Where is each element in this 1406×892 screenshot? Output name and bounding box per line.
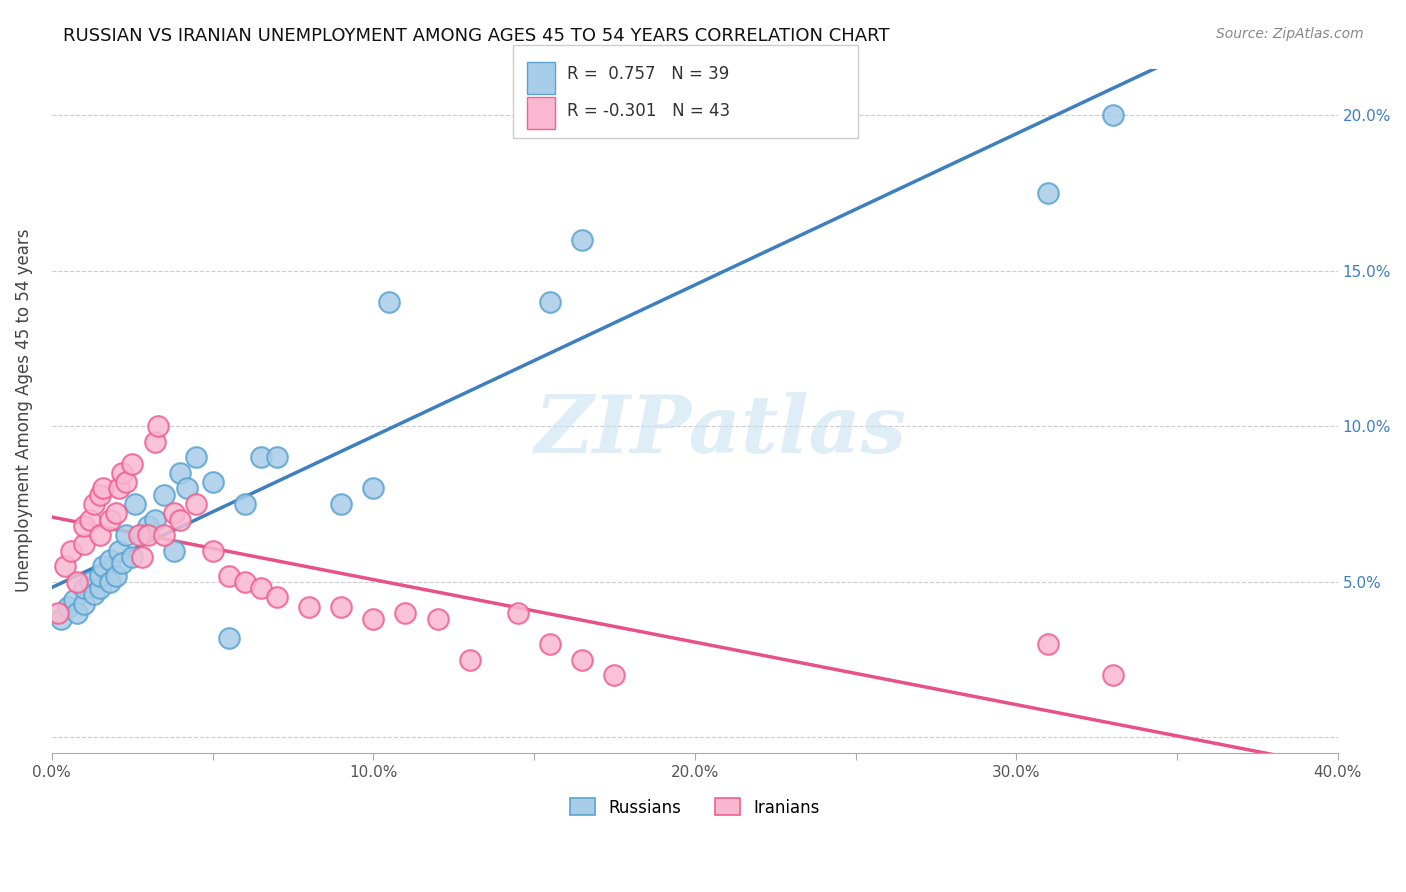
Point — [53, 559, 76, 574]
Point — [1101, 108, 1123, 122]
Point — [603, 668, 626, 682]
Point — [218, 568, 240, 582]
Point — [201, 543, 224, 558]
Point — [233, 574, 256, 589]
Point — [163, 543, 186, 558]
Point — [60, 543, 83, 558]
Text: ZIPatlas: ZIPatlas — [534, 392, 907, 470]
Point — [186, 497, 208, 511]
Point — [146, 419, 169, 434]
Point — [538, 294, 561, 309]
Point — [56, 599, 79, 614]
Point — [131, 528, 153, 542]
Point — [128, 528, 150, 542]
Point — [89, 528, 111, 542]
Point — [79, 512, 101, 526]
Point — [218, 631, 240, 645]
Point — [124, 497, 146, 511]
Point — [73, 518, 96, 533]
Point — [153, 488, 176, 502]
Point — [98, 574, 121, 589]
Point — [111, 556, 134, 570]
Point — [143, 512, 166, 526]
Point — [1101, 668, 1123, 682]
Point — [394, 606, 416, 620]
Point — [66, 606, 89, 620]
Point — [506, 606, 529, 620]
Point — [330, 599, 353, 614]
Point — [51, 612, 73, 626]
Point — [105, 506, 128, 520]
Point — [83, 587, 105, 601]
Point — [131, 549, 153, 564]
Point — [571, 652, 593, 666]
Legend: Russians, Iranians: Russians, Iranians — [564, 792, 827, 823]
Point — [98, 553, 121, 567]
Point — [98, 512, 121, 526]
Point — [330, 497, 353, 511]
Text: RUSSIAN VS IRANIAN UNEMPLOYMENT AMONG AGES 45 TO 54 YEARS CORRELATION CHART: RUSSIAN VS IRANIAN UNEMPLOYMENT AMONG AG… — [63, 27, 890, 45]
Point — [136, 528, 159, 542]
Point — [1038, 637, 1060, 651]
Point — [121, 457, 143, 471]
Point — [108, 543, 131, 558]
Text: R =  0.757   N = 39: R = 0.757 N = 39 — [567, 65, 728, 83]
Text: Source: ZipAtlas.com: Source: ZipAtlas.com — [1216, 27, 1364, 41]
Point — [143, 434, 166, 449]
Point — [169, 512, 191, 526]
Point — [108, 482, 131, 496]
Point — [163, 506, 186, 520]
Point — [176, 482, 198, 496]
Y-axis label: Unemployment Among Ages 45 to 54 years: Unemployment Among Ages 45 to 54 years — [15, 229, 32, 592]
Point — [298, 599, 321, 614]
Point — [266, 591, 288, 605]
Point — [458, 652, 481, 666]
Point — [63, 593, 86, 607]
Point — [111, 466, 134, 480]
Point — [266, 450, 288, 465]
Point — [1038, 186, 1060, 200]
Point — [73, 597, 96, 611]
Point — [361, 612, 384, 626]
Text: R = -0.301   N = 43: R = -0.301 N = 43 — [567, 103, 730, 120]
Point — [121, 549, 143, 564]
Point — [89, 581, 111, 595]
Point — [105, 568, 128, 582]
Point — [378, 294, 401, 309]
Point — [46, 606, 69, 620]
Point — [538, 637, 561, 651]
Point — [426, 612, 449, 626]
Point — [114, 528, 136, 542]
Point — [249, 450, 271, 465]
Point — [153, 528, 176, 542]
Point — [186, 450, 208, 465]
Point — [83, 497, 105, 511]
Point — [201, 475, 224, 490]
Point — [249, 581, 271, 595]
Point — [114, 475, 136, 490]
Point — [91, 482, 114, 496]
Point — [136, 518, 159, 533]
Point — [89, 488, 111, 502]
Point — [169, 466, 191, 480]
Point — [79, 574, 101, 589]
Point — [66, 574, 89, 589]
Point — [361, 482, 384, 496]
Point — [571, 233, 593, 247]
Point — [89, 568, 111, 582]
Point — [233, 497, 256, 511]
Point — [73, 537, 96, 551]
Point — [73, 581, 96, 595]
Point — [91, 559, 114, 574]
